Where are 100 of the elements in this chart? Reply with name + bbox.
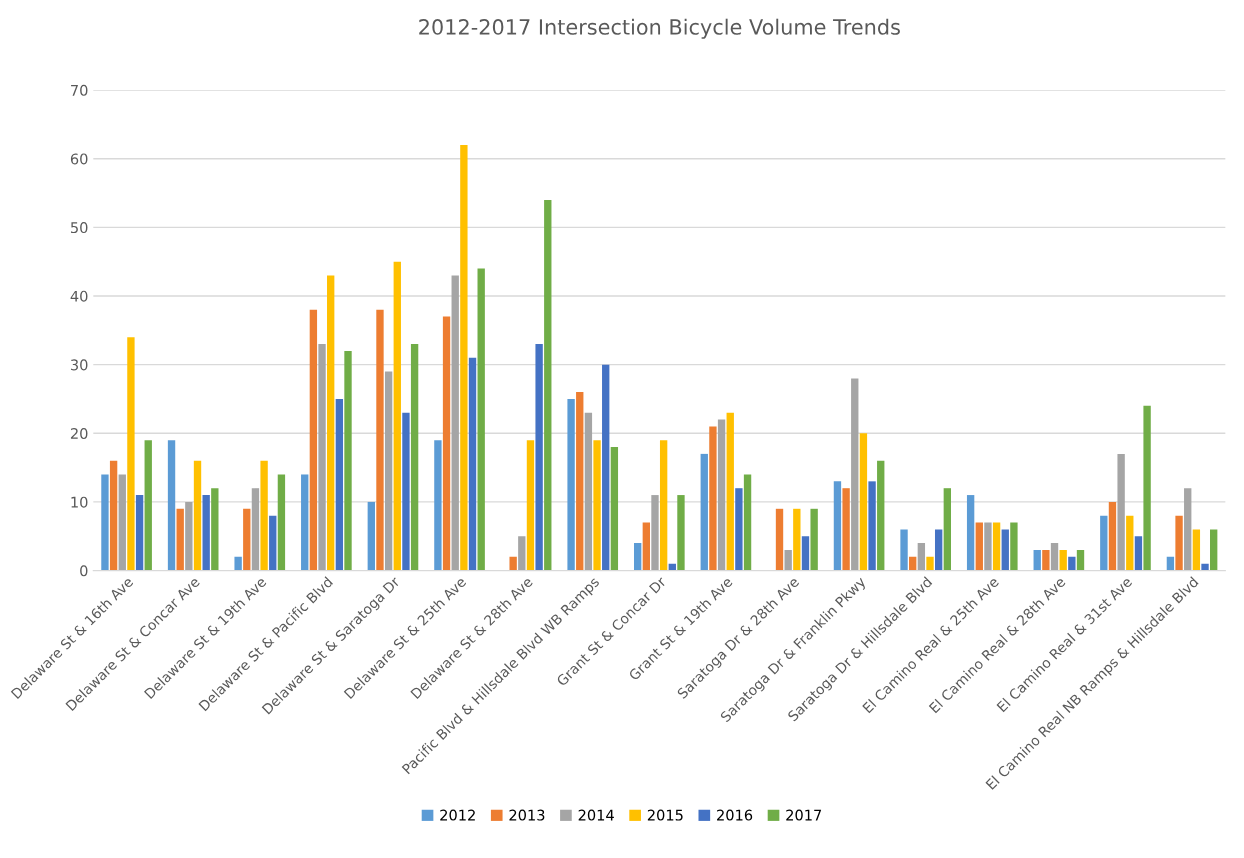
bar — [900, 529, 908, 571]
bar — [784, 549, 792, 571]
bar — [801, 536, 810, 571]
bar — [709, 426, 717, 571]
bar — [926, 556, 934, 571]
legend-label: 2012 — [440, 809, 475, 821]
bar — [1100, 515, 1108, 571]
bar — [144, 440, 152, 571]
bar — [1076, 549, 1085, 571]
bar — [460, 145, 468, 571]
bar — [735, 488, 743, 571]
bar — [101, 474, 109, 571]
bar — [717, 419, 726, 571]
bar — [318, 344, 326, 571]
bar — [384, 371, 393, 571]
bar — [943, 488, 951, 571]
bar — [610, 447, 619, 571]
bar — [251, 488, 260, 571]
bar — [868, 481, 876, 571]
bar — [1042, 549, 1050, 571]
legend-label: 2015 — [647, 809, 683, 821]
bar — [1010, 522, 1018, 571]
bar — [1068, 556, 1076, 571]
bar — [269, 515, 277, 571]
bar — [642, 522, 651, 571]
bar — [185, 501, 193, 571]
bar — [127, 337, 135, 571]
bar — [602, 364, 610, 571]
bar — [833, 481, 842, 571]
bar — [677, 495, 685, 571]
bar — [176, 508, 184, 571]
bar — [1201, 563, 1209, 571]
bar — [1050, 543, 1059, 571]
bar — [167, 440, 176, 571]
bar — [393, 261, 401, 571]
bar — [402, 412, 410, 571]
y-tick-label: 30 — [70, 359, 88, 371]
bar — [376, 309, 384, 571]
bar — [576, 392, 584, 571]
bar — [743, 474, 752, 571]
legend-label: 2016 — [717, 809, 753, 821]
bar — [526, 440, 535, 571]
bar — [442, 316, 451, 571]
bar — [1166, 556, 1175, 571]
bar — [509, 556, 517, 571]
bar — [810, 508, 818, 571]
y-tick-label: 70 — [71, 84, 88, 96]
bar — [659, 440, 668, 571]
bar — [211, 488, 219, 571]
bar — [909, 556, 917, 571]
bar — [1126, 515, 1134, 571]
bar — [934, 529, 943, 571]
bar — [1175, 515, 1183, 571]
bar — [1108, 501, 1117, 571]
bar — [109, 460, 118, 571]
bar — [651, 495, 659, 571]
legend-label: 2013 — [509, 809, 545, 821]
legend-label: 2014 — [578, 809, 614, 821]
bar — [1184, 488, 1192, 571]
bar — [202, 495, 210, 571]
y-tick-label: 0 — [80, 565, 88, 577]
bar — [277, 474, 286, 571]
bar — [1192, 529, 1201, 571]
bar — [1117, 453, 1125, 571]
bar — [468, 357, 477, 571]
bar — [917, 543, 926, 571]
bar — [544, 199, 552, 571]
y-tick-label: 10 — [71, 496, 88, 508]
bar — [634, 543, 642, 571]
bar — [193, 460, 202, 571]
bar — [327, 275, 335, 571]
bar — [518, 536, 526, 571]
bar — [1033, 549, 1041, 571]
bar — [793, 508, 801, 571]
chart-title: 2012-2017 Intersection Bicycle Volume Trends — [419, 18, 900, 39]
bar — [975, 522, 983, 571]
y-tick-label: 60 — [70, 153, 88, 165]
bar — [1210, 529, 1218, 571]
bar — [260, 460, 268, 571]
bar — [1134, 536, 1143, 571]
bar — [842, 488, 850, 571]
bar — [367, 501, 375, 571]
bar — [234, 556, 242, 571]
bar — [451, 275, 459, 571]
bar — [335, 398, 344, 571]
bar — [1001, 529, 1009, 571]
y-tick-label: 50 — [71, 222, 88, 234]
bar — [535, 344, 543, 571]
bar — [118, 474, 126, 571]
bar — [726, 412, 734, 571]
bar — [593, 440, 601, 571]
bar — [567, 398, 575, 571]
bar — [584, 412, 593, 571]
bar — [410, 344, 419, 571]
bar — [966, 495, 975, 571]
legend-label: 2017 — [786, 809, 822, 821]
bar — [992, 522, 1001, 571]
y-tick-label: 20 — [70, 428, 88, 440]
bar — [851, 378, 859, 571]
bar — [477, 268, 485, 571]
